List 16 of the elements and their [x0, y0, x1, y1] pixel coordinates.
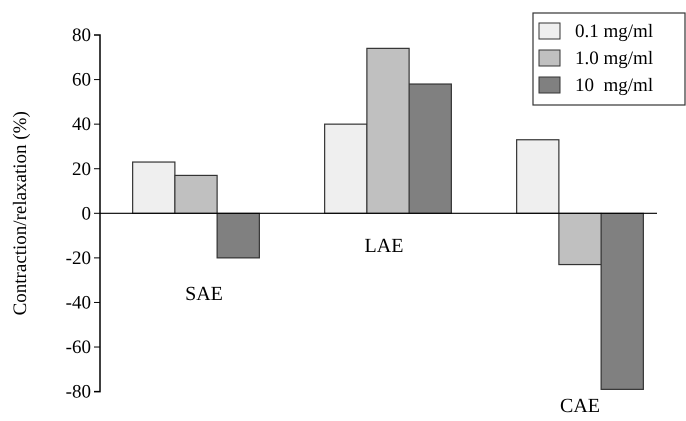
legend-label: 1.0 mg/ml [575, 48, 654, 69]
y-tick-label: 0 [82, 203, 91, 224]
x-tick-label: LAE [364, 235, 404, 257]
y-tick-label: 20 [72, 158, 91, 180]
y-tick-label: -80 [66, 382, 91, 403]
y-tick-label: 40 [72, 114, 91, 136]
x-tick-label: CAE [560, 395, 600, 417]
y-tick-label: -40 [66, 292, 91, 314]
legend-label: 10 mg/ml [575, 75, 654, 96]
x-tick-label: SAE [185, 283, 223, 305]
y-axis-title: Contraction/relaxation (%) [10, 111, 31, 316]
legend-label: 0.1 mg/ml [575, 21, 654, 42]
y-tick-label: -20 [66, 248, 91, 269]
y-tick-label: 60 [72, 70, 91, 91]
y-tick-label: -60 [66, 337, 91, 358]
y-tick-label: 80 [72, 25, 91, 46]
